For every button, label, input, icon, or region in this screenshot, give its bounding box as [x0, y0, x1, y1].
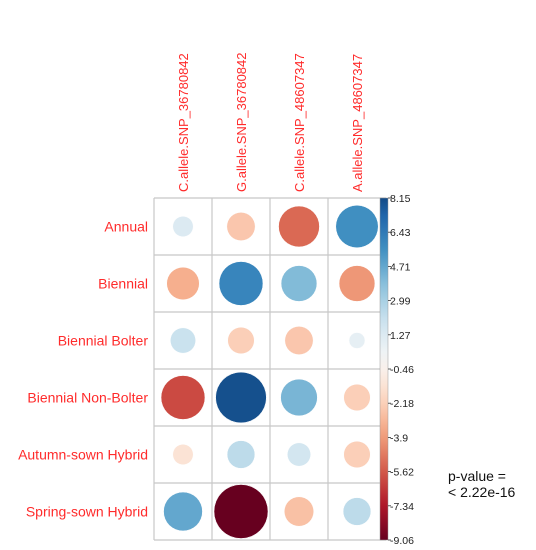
corr-circle: [287, 442, 311, 467]
corr-circle: [284, 496, 314, 527]
row-label: Biennial Non-Bolter: [27, 390, 148, 406]
corr-circle: [348, 332, 366, 349]
corr-circle: [172, 444, 194, 465]
legend-tick-label: 1.27: [390, 330, 411, 342]
corr-circle: [215, 371, 267, 424]
legend-tick-label: -3.9: [390, 432, 408, 444]
p-value-line-2: < 2.22e-16: [448, 484, 516, 500]
legend-tick-label: -7.34: [390, 501, 414, 513]
row-label: Autumn-sown Hybrid: [18, 447, 148, 463]
row-labels: Annual Biennial Biennial Bolter Biennial No…: [18, 219, 148, 520]
corr-circle: [226, 212, 256, 241]
color-legend: 8.15 6.43 4.71 2.99 1.27 -0.46 -2.18 -3.9 -5.62 -…: [379, 193, 414, 547]
corr-circle: [227, 326, 255, 355]
corr-circle: [342, 497, 372, 526]
corr-circle: [170, 327, 196, 354]
corr-circle: [335, 205, 379, 248]
corr-circle: [338, 265, 376, 302]
legend-tick-label: 2.99: [390, 296, 411, 308]
legend-tick-label: 4.71: [390, 261, 411, 273]
circles: [160, 205, 379, 539]
corr-circle: [213, 484, 269, 539]
grid: [153, 197, 387, 541]
p-value-annotation: p-value = < 2.22e-16: [448, 468, 515, 500]
corr-circle: [160, 375, 206, 420]
legend-tick-label: -9.06: [390, 535, 414, 547]
row-label: Biennial: [98, 276, 148, 292]
legend-colorbar: [379, 197, 389, 541]
p-value-line-1: p-value =: [448, 468, 506, 484]
row-label: Biennial Bolter: [58, 333, 149, 349]
column-label: G.allele.SNP_36780842: [234, 53, 249, 193]
corr-circle: [280, 378, 318, 417]
corr-circle: [343, 383, 371, 412]
corr-circle: [218, 261, 264, 306]
corr-circle: [226, 440, 256, 469]
legend-tick-label: 8.15: [390, 193, 411, 205]
legend-tick-label: -5.62: [390, 467, 414, 479]
column-labels: C.allele.SNP_36780842 G.allele.SNP_367808…: [176, 53, 365, 193]
legend-tick-label: -2.18: [390, 398, 414, 410]
column-label: A.allele.SNP_48607347: [350, 54, 365, 192]
corr-circle: [278, 205, 320, 248]
corr-circle: [280, 265, 318, 302]
corr-circle: [284, 326, 314, 355]
column-label: C.allele.SNP_36780842: [176, 53, 191, 192]
corr-circle: [172, 216, 194, 237]
corr-circle: [163, 491, 203, 532]
row-label: Annual: [104, 219, 148, 235]
row-label: Spring-sown Hybrid: [26, 504, 148, 520]
corr-circle: [166, 266, 200, 301]
legend-tick-label: 6.43: [390, 227, 411, 239]
column-label: C.allele.SNP_48607347: [292, 53, 307, 192]
corr-circle: [343, 440, 371, 469]
legend-tick-label: -0.46: [390, 364, 414, 376]
